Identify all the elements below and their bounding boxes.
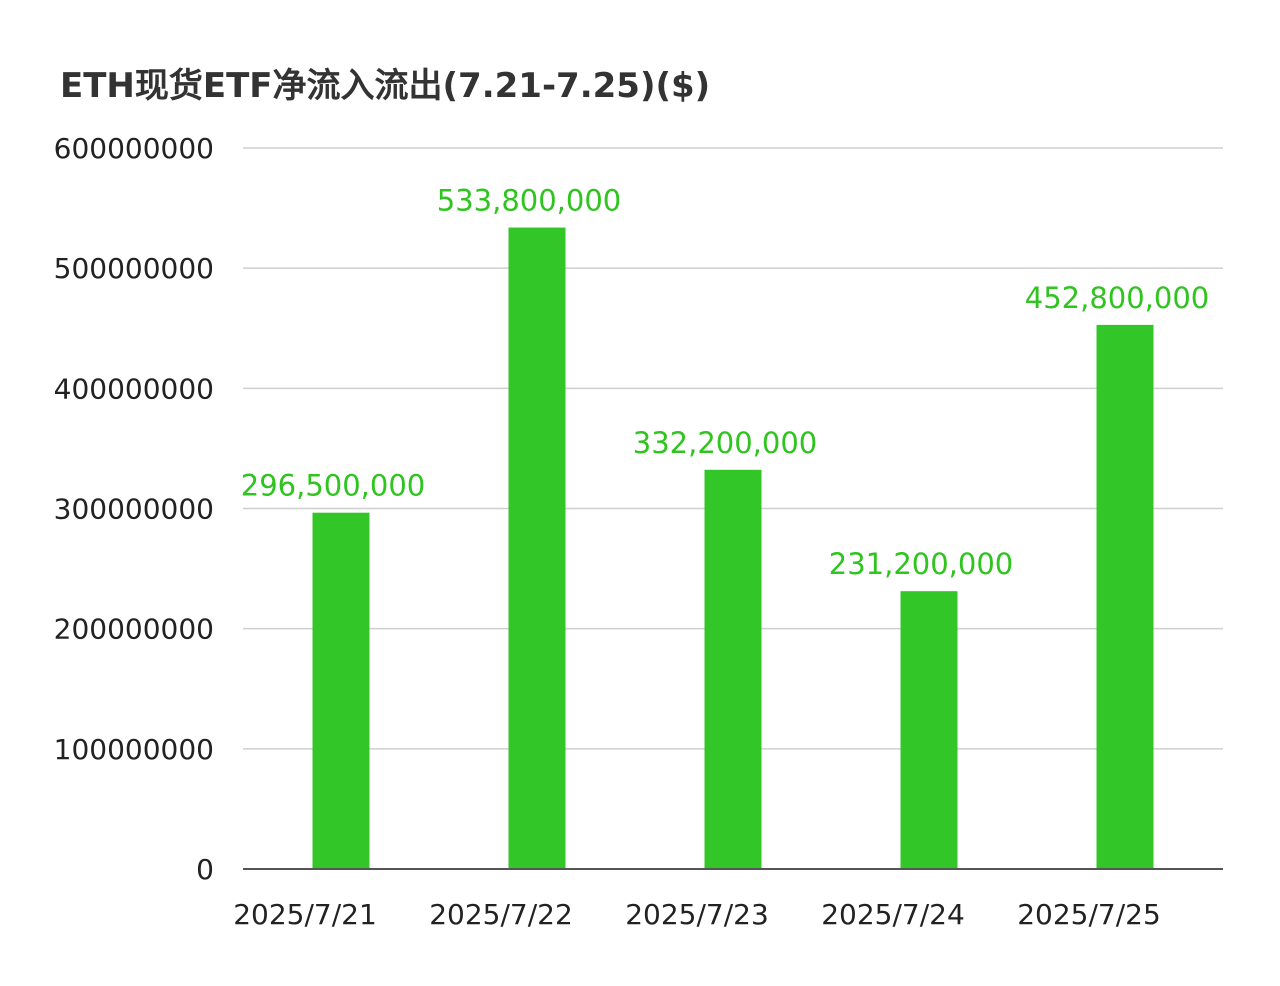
x-tick-label: 2025/7/23: [625, 898, 769, 931]
y-tick-label: 400000000: [54, 372, 214, 405]
bar: [704, 469, 762, 869]
bar: [312, 512, 370, 869]
data-label: 332,200,000: [633, 426, 818, 460]
data-label: 452,800,000: [1025, 281, 1210, 315]
data-label: 296,500,000: [241, 469, 426, 503]
y-tick-label: 600000000: [54, 132, 214, 165]
data-label: 533,800,000: [437, 184, 622, 218]
bar: [1096, 324, 1154, 869]
y-tick-label: 200000000: [54, 613, 214, 646]
y-tick-label: 300000000: [54, 493, 214, 526]
y-tick-label: 500000000: [54, 252, 214, 285]
x-tick-label: 2025/7/22: [429, 898, 573, 931]
chart-title: ETH现货ETF净流入流出(7.21-7.25)($): [60, 66, 711, 106]
data-label: 231,200,000: [829, 547, 1014, 581]
x-tick-label: 2025/7/21: [233, 898, 377, 931]
x-tick-label: 2025/7/25: [1017, 898, 1161, 931]
y-tick-label: 0: [196, 853, 214, 886]
y-tick-label: 100000000: [54, 733, 214, 766]
x-tick-label: 2025/7/24: [821, 898, 965, 931]
bar: [508, 227, 566, 869]
bar: [900, 591, 958, 869]
